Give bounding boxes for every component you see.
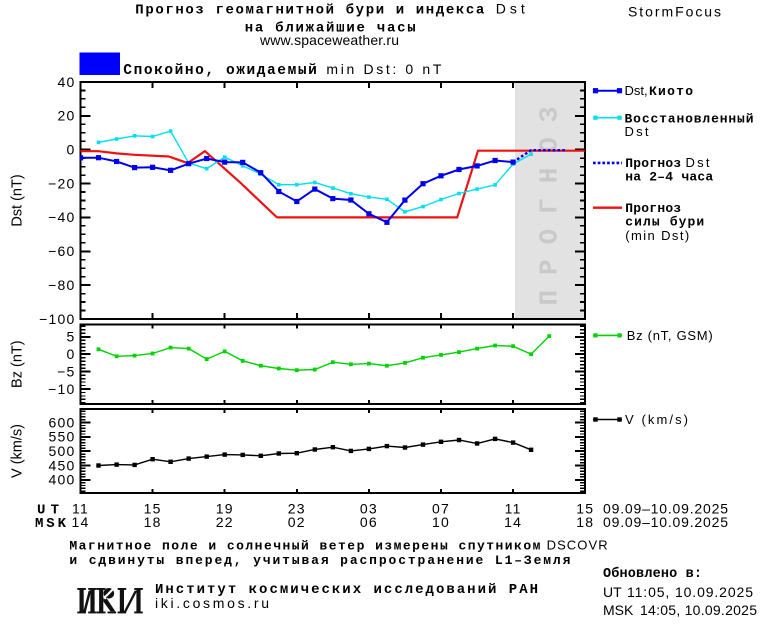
svg-text:−60: −60 [48, 243, 75, 259]
svg-text:−80: −80 [48, 277, 75, 293]
svg-text:UT: UT [603, 584, 622, 600]
svg-text:5: 5 [67, 329, 76, 345]
svg-text:07: 07 [432, 501, 450, 517]
svg-text:−5: −5 [57, 363, 75, 379]
svg-text:Прогноз: Прогноз [625, 156, 681, 171]
svg-text:(min Dst): (min Dst) [625, 228, 689, 243]
svg-text:06: 06 [360, 514, 378, 530]
svg-text:ПРОГНОЗ: ПРОГНОЗ [535, 107, 565, 306]
svg-text:500: 500 [49, 443, 76, 459]
svg-text:11: 11 [505, 501, 522, 517]
svg-text:09.09–10.09.2025: 09.09–10.09.2025 [603, 501, 728, 517]
svg-text:400: 400 [49, 472, 76, 488]
svg-text:14: 14 [72, 514, 90, 530]
svg-text:18: 18 [576, 514, 594, 530]
svg-text:−40: −40 [48, 209, 75, 225]
svg-text:15: 15 [576, 501, 594, 517]
svg-text:и сдвинуты вперед, учитывая ра: и сдвинуты вперед, учитывая распростране… [69, 553, 570, 568]
svg-text:14:05, 10.09.2025: 14:05, 10.09.2025 [640, 602, 757, 618]
svg-text:www.spaceweather.ru: www.spaceweather.ru [259, 32, 399, 48]
svg-text:MSK: MSK [35, 516, 67, 532]
svg-text:450: 450 [49, 457, 76, 473]
svg-text:силы бури: силы бури [625, 215, 704, 230]
svg-text:Спокойно, ожидаемый: Спокойно, ожидаемый [123, 63, 316, 79]
svg-text:0: 0 [67, 142, 76, 158]
svg-text:StormFocus: StormFocus [628, 4, 721, 20]
svg-text:MSK: MSK [603, 602, 634, 618]
svg-text:22: 22 [216, 514, 234, 530]
svg-text:18: 18 [144, 514, 162, 530]
svg-text:03: 03 [360, 501, 378, 517]
svg-text:Прогноз геомагнитной бури и ин: Прогноз геомагнитной бури и индекса [135, 3, 485, 19]
svg-text:Восстановленный: Восстановленный [625, 112, 754, 127]
svg-text:10: 10 [432, 514, 450, 530]
svg-text:Магнитное поле и солнечный вет: Магнитное поле и солнечный ветер измерен… [69, 539, 540, 554]
svg-text:Bz (nT, GSM): Bz (nT, GSM) [627, 328, 713, 343]
svg-text:09.09–10.09.2025: 09.09–10.09.2025 [603, 514, 728, 530]
svg-text:Dst: Dst [496, 1, 525, 17]
svg-text:−20: −20 [48, 175, 75, 191]
svg-text:Dst: Dst [625, 124, 649, 139]
svg-text:11: 11 [72, 501, 89, 517]
svg-text:V (km/s): V (km/s) [10, 424, 26, 478]
svg-text:на 2–4 часа: на 2–4 часа [625, 169, 713, 184]
svg-text:−100: −100 [39, 311, 75, 327]
svg-text:02: 02 [288, 514, 306, 530]
svg-text:23: 23 [288, 501, 306, 517]
svg-text:20: 20 [58, 108, 76, 124]
svg-text:Dst,: Dst, [625, 83, 648, 98]
svg-text:40: 40 [58, 74, 76, 90]
svg-text:Dst: Dst [686, 155, 710, 170]
svg-text:19: 19 [216, 501, 234, 517]
svg-text:Dst (nT): Dst (nT) [10, 174, 26, 226]
svg-text:Bz (nT): Bz (nT) [10, 340, 26, 388]
svg-text:Обновлено в:: Обновлено в: [603, 566, 702, 582]
svg-text:11:05, 10.09.2025: 11:05, 10.09.2025 [627, 584, 753, 600]
svg-text:−10: −10 [48, 381, 75, 397]
svg-text:0: 0 [67, 346, 76, 362]
svg-text:14: 14 [504, 514, 522, 530]
svg-text:DSCOVR: DSCOVR [547, 538, 608, 553]
svg-text:на ближайшие часы: на ближайшие часы [245, 20, 416, 36]
svg-text:iki.cosmos.ru: iki.cosmos.ru [155, 595, 269, 611]
svg-text:Киото: Киото [649, 84, 693, 99]
svg-text:Институт космических исследова: Институт космических исследований РАН [155, 582, 538, 598]
svg-text:V (km/s): V (km/s) [625, 412, 688, 427]
svg-text:Прогноз: Прогноз [625, 201, 681, 216]
svg-text:600: 600 [49, 414, 76, 430]
svg-text:550: 550 [49, 429, 76, 445]
svg-text:15: 15 [144, 501, 162, 517]
